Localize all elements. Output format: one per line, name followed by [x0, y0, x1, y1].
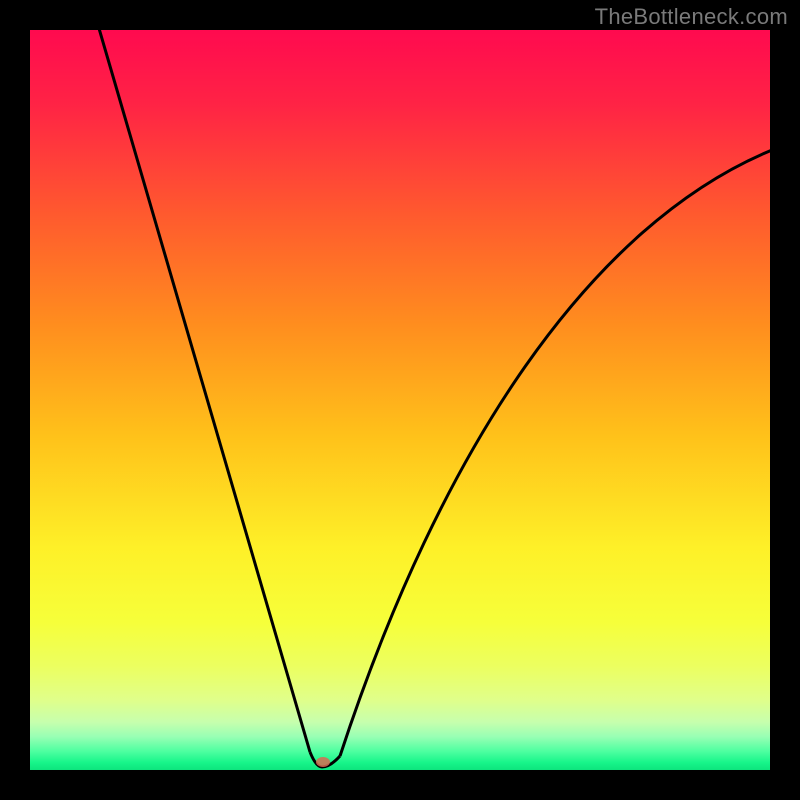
min-dot — [316, 757, 330, 767]
watermark-text: TheBottleneck.com — [595, 4, 788, 30]
gradient-background — [30, 30, 770, 770]
plot-area — [30, 30, 770, 770]
chart-frame: TheBottleneck.com — [0, 0, 800, 800]
chart-svg — [30, 30, 770, 770]
